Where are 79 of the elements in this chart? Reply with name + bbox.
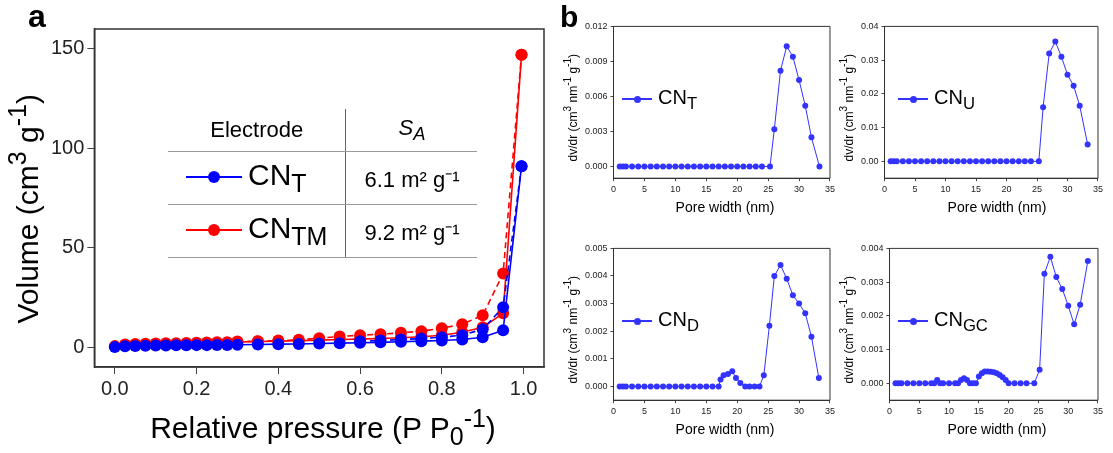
annotation: 6.1 m² g⁻¹: [364, 167, 460, 193]
x-tick-label: 0.8: [427, 376, 456, 399]
y-tick-label: 0.02: [860, 88, 879, 99]
legend-label: CN$_{T}$: [658, 86, 698, 114]
x-tick-label: 5: [912, 184, 918, 195]
x-tick-label: 35: [824, 184, 835, 195]
legend-label: CN$_{U}$: [934, 86, 975, 114]
x-tick-label: 5: [916, 406, 922, 417]
y-tick-label: 0.002: [860, 310, 884, 321]
y-tick-label: 0.003: [860, 276, 884, 287]
x-tick-label: 15: [971, 184, 982, 195]
y-tick-label: 0.01: [860, 122, 879, 133]
y-tick-label: 0.03: [860, 54, 879, 65]
x-tick-label: 35: [1092, 406, 1103, 417]
x-tick-label: 30: [1063, 406, 1074, 417]
x-axis-title: Pore width (nm): [947, 421, 1047, 437]
legend-label: CN$_{T}$: [248, 158, 307, 198]
x-tick-label: 0.2: [182, 376, 211, 399]
x-tick-label: 0: [611, 406, 617, 417]
x-tick-label: 10: [940, 184, 951, 195]
y-tick-label: 0.003: [584, 125, 608, 136]
y-tick-label: 0.005: [584, 242, 608, 253]
x-axis-title: Pore width (nm): [947, 199, 1047, 215]
chart-title: a: [28, 0, 46, 34]
y-tick-label: 0.004: [584, 270, 608, 281]
x-tick-label: 35: [824, 406, 835, 417]
y-tick-label: 0.003: [584, 298, 608, 309]
x-tick-label: 15: [973, 406, 984, 417]
x-tick-label: 20: [1001, 184, 1012, 195]
x-tick-label: 10: [944, 406, 955, 417]
y-tick-label: 0: [73, 334, 85, 357]
x-tick-label: 10: [670, 184, 681, 195]
x-tick-label: 20: [1003, 406, 1014, 417]
y-tick-label: 50: [62, 235, 85, 258]
x-tick-label: 0.6: [346, 376, 374, 399]
x-tick-label: 15: [701, 406, 712, 417]
x-tick-label: 25: [1033, 406, 1044, 417]
x-tick-label: 35: [1092, 184, 1103, 195]
x-tick-label: 10: [670, 406, 681, 417]
x-tick-label: 0.4: [264, 376, 293, 399]
x-tick-label: 25: [763, 184, 774, 195]
legend-label: CN$_{TM}$: [248, 211, 328, 251]
y-tick-label: 0.04: [860, 20, 879, 31]
y-tick-label: 0.009: [584, 55, 608, 66]
x-tick-label: 20: [732, 184, 743, 195]
annotation: S$_{A}$: [398, 115, 426, 145]
y-tick-label: 0.004: [860, 242, 884, 253]
x-tick-label: 30: [1062, 184, 1073, 195]
x-tick-label: 15: [701, 184, 712, 195]
annotation: Electrode: [210, 117, 304, 143]
x-tick-label: 5: [641, 184, 647, 195]
legend-label: CN$_{D}$: [658, 308, 699, 336]
annotation: 9.2 m² g⁻¹: [364, 220, 460, 246]
x-tick-label: 20: [732, 406, 743, 417]
y-tick-label: 0.012: [584, 20, 608, 31]
x-axis-title: Pore width (nm): [675, 199, 775, 215]
x-tick-label: 5: [641, 406, 647, 417]
x-tick-label: 25: [1031, 184, 1043, 195]
y-tick-label: 0.00: [860, 155, 879, 166]
x-tick-label: 1.0: [509, 376, 538, 399]
y-tick-label: 0.006: [584, 90, 608, 101]
y-tick-label: 150: [50, 36, 85, 59]
y-tick-label: 0.000: [584, 161, 608, 172]
y-tick-label: 0.000: [584, 380, 608, 391]
x-tick-label: 30: [794, 184, 805, 195]
x-tick-label: 0: [887, 406, 893, 417]
x-tick-label: 25: [763, 406, 774, 417]
chart-title: b: [560, 0, 579, 33]
x-axis-title: Relative pressure (P P$_{0}$$^{-1}$): [150, 404, 496, 450]
x-axis-title: Pore width (nm): [675, 421, 775, 437]
x-tick-label: 30: [794, 406, 805, 417]
y-tick-label: 0.001: [860, 344, 884, 355]
y-tick-label: 100: [50, 135, 85, 158]
y-tick-label: 0.000: [860, 377, 884, 388]
y-tick-label: 0.001: [584, 353, 608, 364]
y-tick-label: 0.002: [584, 325, 608, 336]
x-tick-label: 0.0: [100, 376, 129, 399]
x-tick-label: 0: [611, 184, 617, 195]
legend-label: CN$_{GC}$: [934, 308, 988, 336]
